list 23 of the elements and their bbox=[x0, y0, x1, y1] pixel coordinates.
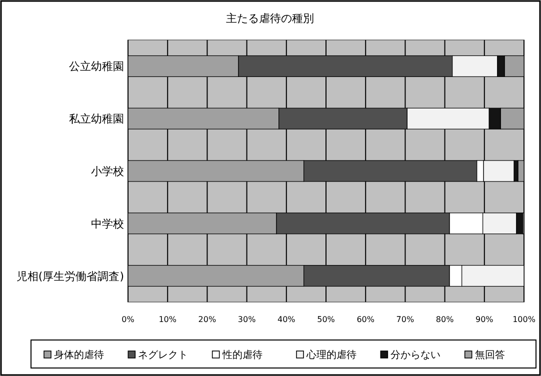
x-tick-label: 20% bbox=[198, 315, 216, 324]
y-tick-label: 公立幼稚園 bbox=[69, 60, 124, 74]
y-tick-label: 私立幼稚園 bbox=[69, 112, 124, 126]
x-tick-label: 70% bbox=[396, 315, 414, 324]
legend-label: 性的虐待 bbox=[221, 349, 262, 361]
x-tick-label: 30% bbox=[238, 315, 256, 324]
x-tick-label: 60% bbox=[356, 315, 375, 324]
y-tick-label: 小学校 bbox=[91, 165, 124, 178]
legend-label: 身体的虐待 bbox=[54, 349, 104, 361]
x-tick-label: 50% bbox=[317, 315, 336, 324]
x-tick-label: 10% bbox=[158, 315, 177, 324]
legend-label: 心理的虐待 bbox=[306, 349, 356, 361]
legend-label: 無回答 bbox=[474, 349, 505, 361]
y-tick-label: 中学校 bbox=[91, 217, 124, 230]
x-tick-label: 90% bbox=[476, 315, 494, 324]
y-tick-label: 児相(厚生労働省調査) bbox=[16, 270, 124, 283]
chart-title: 主たる虐待の種別 bbox=[226, 12, 314, 25]
legend-label: 分からない bbox=[390, 349, 441, 361]
x-tick-label: 100% bbox=[512, 315, 536, 324]
x-tick-label: 40% bbox=[278, 315, 296, 324]
legend-label: ネグレクト bbox=[138, 350, 188, 361]
x-tick-label: 0% bbox=[122, 315, 135, 324]
x-tick-label: 80% bbox=[436, 315, 454, 324]
